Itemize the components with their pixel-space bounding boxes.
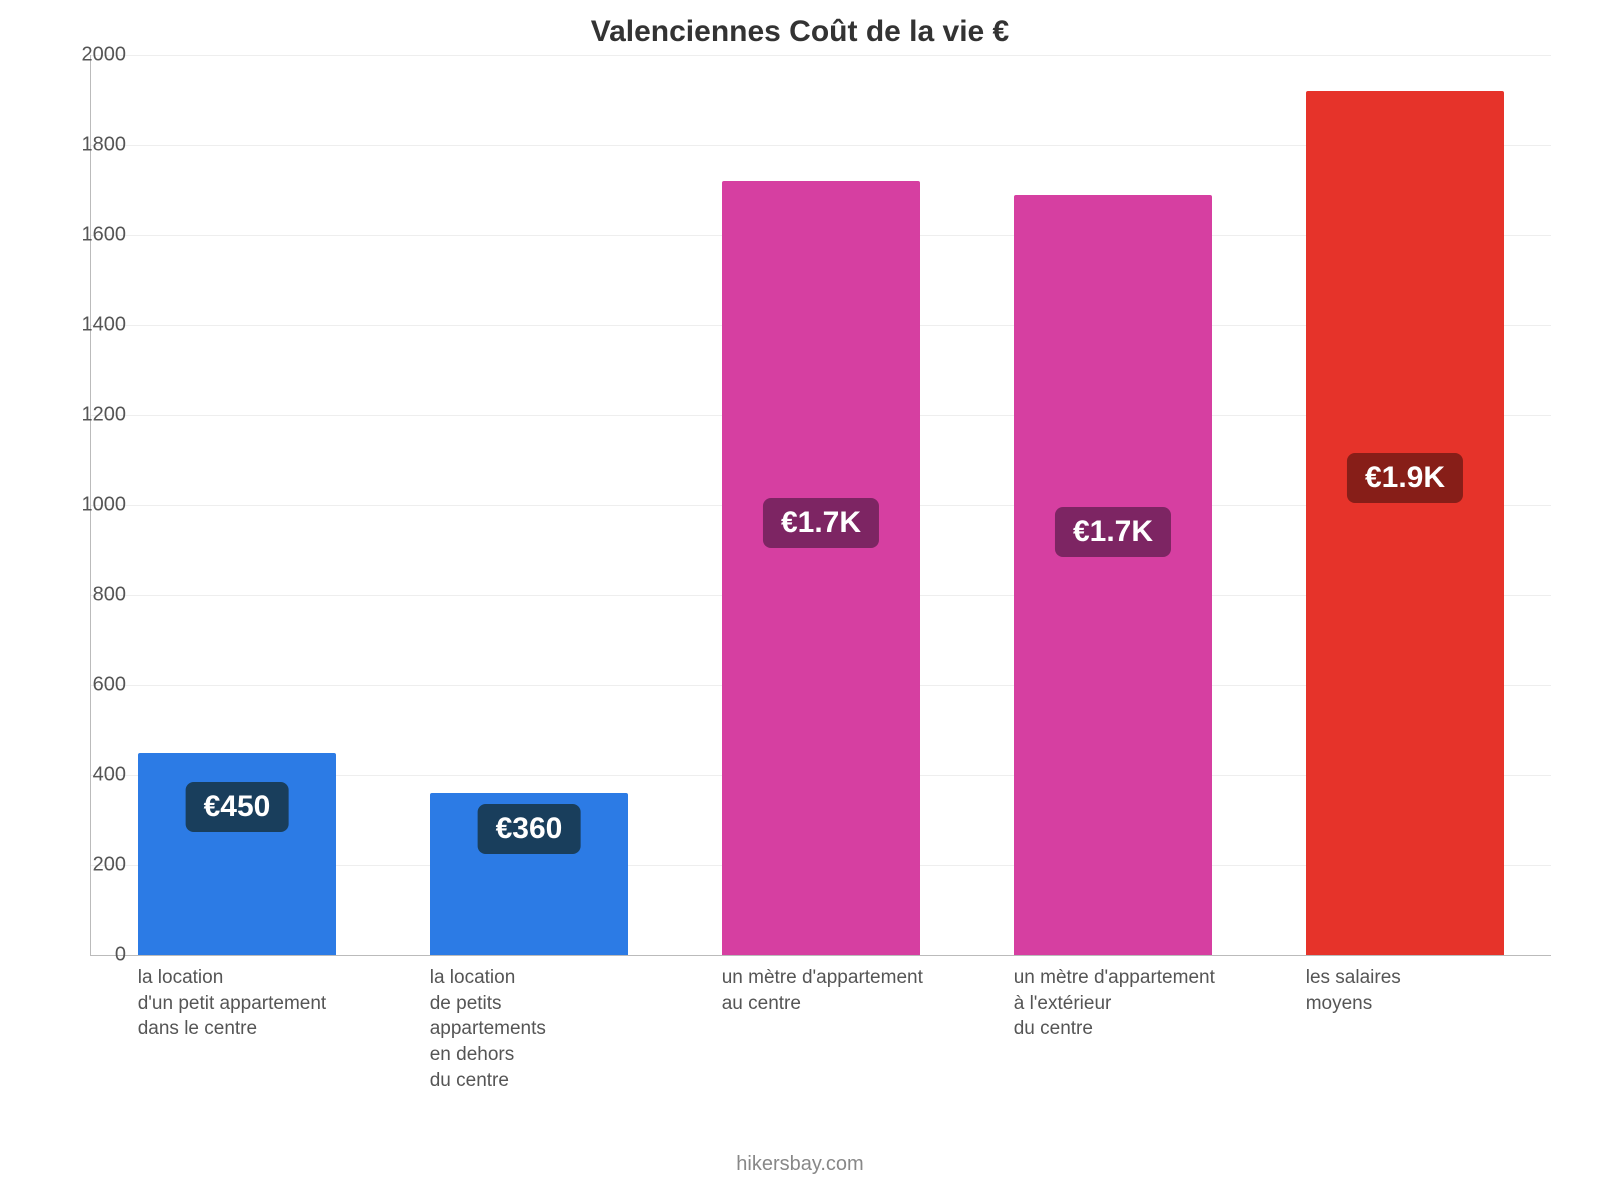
y-tick-label: 200 bbox=[66, 854, 126, 877]
gridline bbox=[91, 55, 1551, 56]
chart-source: hikersbay.com bbox=[0, 1153, 1600, 1176]
value-badge: €1.7K bbox=[763, 498, 879, 548]
chart-title: Valenciennes Coût de la vie € bbox=[0, 15, 1600, 49]
chart-container: Valenciennes Coût de la vie € €450la loc… bbox=[0, 0, 1600, 1200]
x-axis-label: la locationd'un petit appartementdans le… bbox=[138, 965, 401, 1042]
value-badge: €360 bbox=[478, 804, 581, 854]
y-tick-label: 1200 bbox=[66, 404, 126, 427]
y-tick-label: 800 bbox=[66, 584, 126, 607]
y-tick-label: 0 bbox=[66, 944, 126, 967]
bar bbox=[1306, 91, 1505, 955]
y-tick-label: 2000 bbox=[66, 44, 126, 67]
y-tick-label: 1000 bbox=[66, 494, 126, 517]
x-axis-label: les salairesmoyens bbox=[1306, 965, 1569, 1016]
x-axis-label: un mètre d'appartementà l'extérieurdu ce… bbox=[1014, 965, 1277, 1042]
value-badge: €1.7K bbox=[1055, 507, 1171, 557]
y-tick-label: 400 bbox=[66, 764, 126, 787]
value-badge: €450 bbox=[186, 782, 289, 832]
y-tick-label: 600 bbox=[66, 674, 126, 697]
value-badge: €1.9K bbox=[1347, 453, 1463, 503]
y-tick-label: 1800 bbox=[66, 134, 126, 157]
x-axis-label: la locationde petitsappartementsen dehor… bbox=[430, 965, 693, 1093]
y-tick-label: 1400 bbox=[66, 314, 126, 337]
plot-area: €450la locationd'un petit appartementdan… bbox=[90, 55, 1551, 956]
x-axis-label: un mètre d'appartementau centre bbox=[722, 965, 985, 1016]
y-tick-label: 1600 bbox=[66, 224, 126, 247]
bar bbox=[1014, 195, 1213, 956]
bar bbox=[722, 181, 921, 955]
